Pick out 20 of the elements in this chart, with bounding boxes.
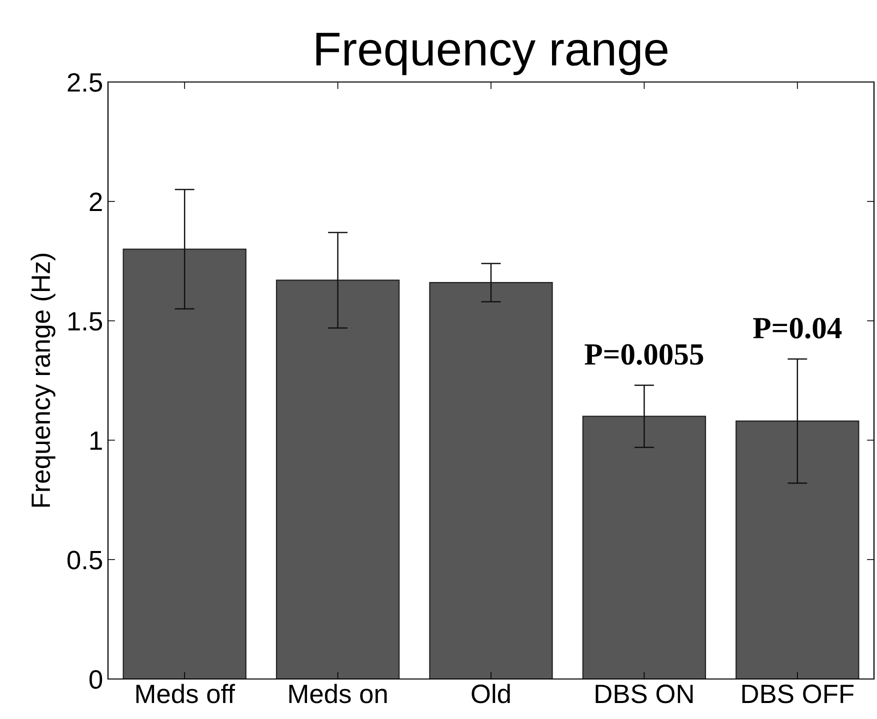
y-tick-label: 1.5 xyxy=(68,312,102,331)
y-tick-label: 1 xyxy=(90,432,102,450)
x-tick-label: Meds off xyxy=(136,684,236,704)
x-tick-label: Old xyxy=(472,684,510,704)
annotation: P=0.04 xyxy=(753,318,842,339)
bar xyxy=(122,248,246,679)
bar xyxy=(582,416,706,679)
annotation: P=0.0055 xyxy=(584,344,704,365)
y-tick-label: 0 xyxy=(89,670,102,689)
bar xyxy=(736,420,860,679)
x-tick-label: DBS ON xyxy=(596,684,693,704)
chart-title: Frequency range xyxy=(316,32,668,76)
x-tick-label: Meds on xyxy=(289,684,387,704)
y-tick-label: 2.5 xyxy=(68,73,102,92)
x-tick-label: DBS OFF xyxy=(742,684,854,704)
y-tick-label: 2 xyxy=(90,192,102,211)
bar xyxy=(429,282,553,679)
bar xyxy=(276,280,400,679)
y-tick-label: 0.5 xyxy=(67,550,102,570)
y-axis-title: Frequency range (Hz) xyxy=(30,254,56,507)
